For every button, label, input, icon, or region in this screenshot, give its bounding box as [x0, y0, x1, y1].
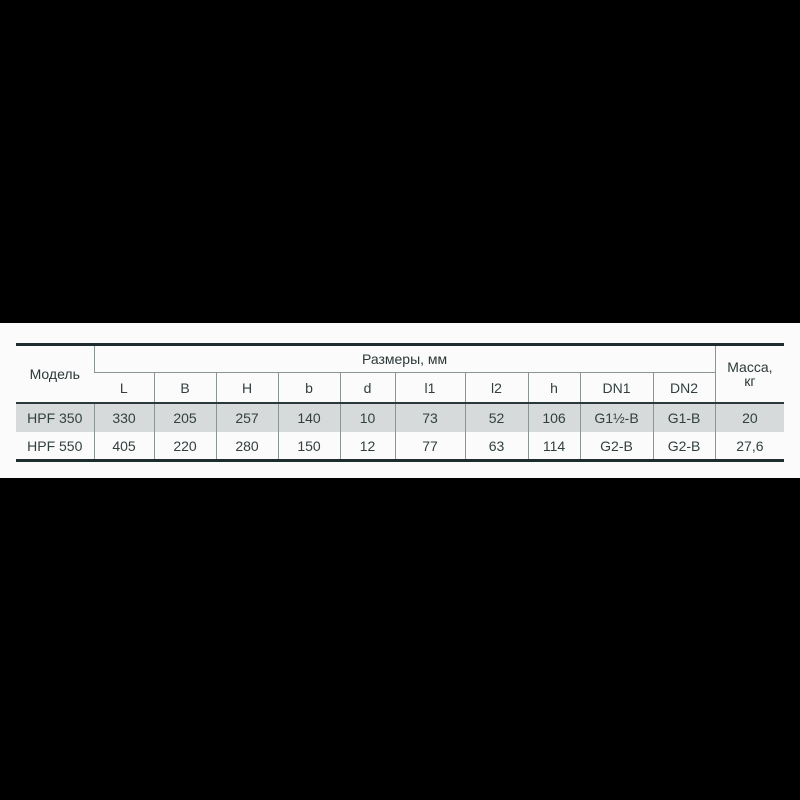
header-row-dimensions: L B H b d l1 l2 h DN1 DN2 — [16, 372, 784, 404]
model-cell: HPF 350 — [16, 403, 94, 432]
dimensions-table: Модель Размеры, мм Масса, кг L B H b d l… — [16, 343, 785, 462]
value-cell: 114 — [527, 432, 580, 462]
value-cell: 140 — [277, 403, 340, 432]
value-cell: 73 — [394, 403, 465, 432]
column-header-b: b — [277, 372, 340, 404]
column-group-header-dimensions: Размеры, мм — [93, 343, 716, 373]
value-cell: 257 — [215, 403, 278, 432]
value-cell: 330 — [93, 403, 154, 432]
value-cell: G1-B — [652, 403, 716, 432]
header-row-groups: Модель Размеры, мм Масса, кг — [16, 343, 785, 404]
value-cell: 150 — [277, 432, 340, 462]
column-header-H: H — [215, 372, 278, 404]
value-cell: 405 — [93, 432, 154, 462]
column-header-h: h — [527, 372, 580, 404]
column-header-l2: l2 — [464, 372, 528, 404]
value-cell: 52 — [464, 403, 528, 432]
value-cell: 77 — [394, 432, 465, 462]
column-header-B: B — [153, 372, 216, 404]
value-cell: 106 — [527, 403, 580, 432]
mass-cell: 20 — [714, 403, 785, 432]
mass-cell: 27,6 — [714, 432, 785, 462]
value-cell: G2-B — [652, 432, 716, 462]
mass-header-line1: Масса, — [727, 359, 773, 375]
value-cell: G2-B — [579, 432, 653, 462]
column-header-model: Модель — [16, 343, 94, 404]
value-cell: G1½-B — [579, 403, 653, 432]
value-cell: 10 — [339, 403, 395, 432]
column-header-DN1: DN1 — [579, 372, 653, 404]
column-header-DN2: DN2 — [652, 372, 716, 404]
value-cell: 63 — [464, 432, 528, 462]
column-header-d: d — [339, 372, 395, 404]
value-cell: 12 — [339, 432, 395, 462]
value-cell: 220 — [153, 432, 216, 462]
column-header-mass: Масса, кг — [714, 343, 785, 404]
column-header-L: L — [94, 372, 154, 404]
value-cell: 205 — [153, 403, 216, 432]
column-header-l1: l1 — [394, 372, 465, 404]
model-cell: HPF 550 — [16, 432, 94, 462]
mass-header-line2: кг — [744, 373, 756, 389]
value-cell: 280 — [215, 432, 278, 462]
table-row-hpf550: HPF 550 405 220 280 150 12 77 63 114 G2-… — [16, 432, 785, 462]
table-panel: Модель Размеры, мм Масса, кг L B H b d l… — [0, 323, 800, 478]
table-row-hpf350: HPF 350 330 205 257 140 10 73 52 106 G1½… — [16, 403, 785, 432]
